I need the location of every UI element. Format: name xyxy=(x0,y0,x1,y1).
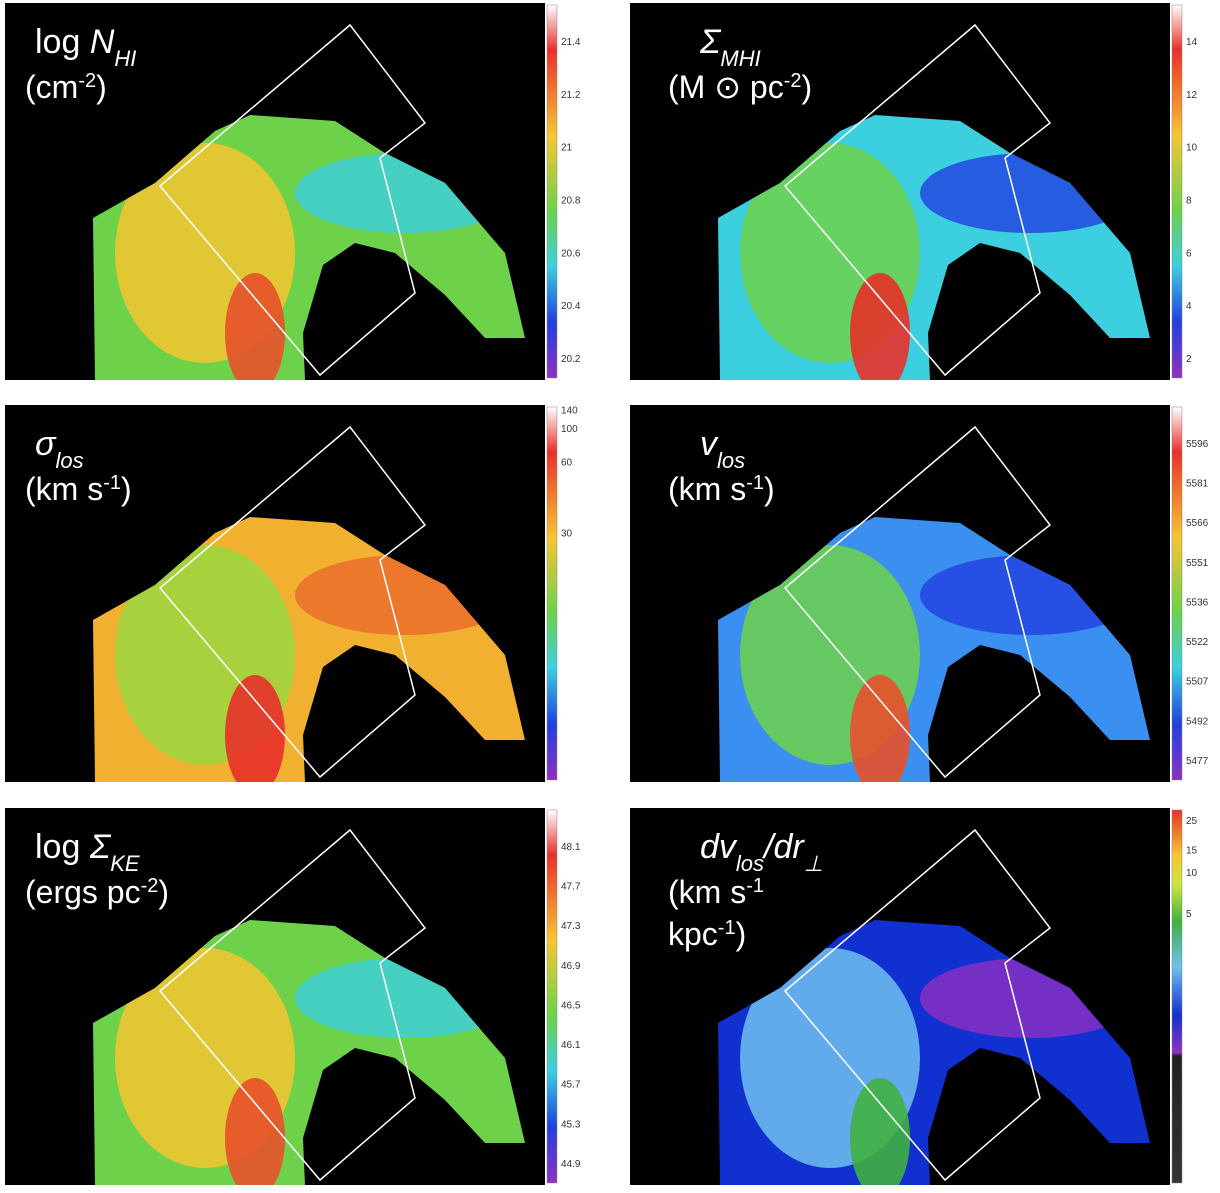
colorbar-tick-label: 5566 xyxy=(1186,518,1209,529)
map-region xyxy=(850,675,910,795)
unit-part: -1 xyxy=(718,917,736,939)
figure: 21.421.22120.820.620.420.2log NHI(cm-2)1… xyxy=(0,0,1220,1188)
colorbar-tick-label: 15 xyxy=(1186,846,1198,857)
colorbar-tick-label: 5492 xyxy=(1186,716,1209,727)
unit-part: ) xyxy=(802,69,813,105)
colorbar xyxy=(1172,5,1182,378)
unit-part: (km s xyxy=(668,471,746,507)
panel: 48.147.747.346.946.546.145.745.344.9log … xyxy=(5,808,581,1188)
map-region xyxy=(850,273,910,393)
colorbar-tick-label: 48.1 xyxy=(561,842,581,853)
unit-part: -2 xyxy=(784,70,802,92)
unit-part: ) xyxy=(121,471,132,507)
title-part: los xyxy=(736,851,764,876)
unit-part: -2 xyxy=(141,875,159,897)
title-part: los xyxy=(717,448,745,473)
colorbar-tick-label: 5581 xyxy=(1186,479,1209,490)
colorbar-tick-label: 25 xyxy=(1186,816,1198,827)
colorbar-tick-label: 10 xyxy=(1186,143,1198,154)
unit-part: -1 xyxy=(103,472,121,494)
colorbar-tick-label: 140 xyxy=(561,405,578,416)
colorbar-tick-label: 21.2 xyxy=(561,90,581,101)
colorbar-tick-label: 30 xyxy=(561,528,573,539)
colorbar-tick-label: 6 xyxy=(1186,248,1192,259)
colorbar-tick-label: 5551 xyxy=(1186,558,1209,569)
title-part: MHI xyxy=(720,46,760,71)
title-part: HI xyxy=(114,46,136,71)
title-part: /dr xyxy=(762,828,805,866)
unit-part: -2 xyxy=(78,70,96,92)
title-part: Σ xyxy=(699,23,722,61)
colorbar-tick-label: 12 xyxy=(1186,90,1198,101)
unit-part: (M ⊙ pc xyxy=(668,69,784,105)
colorbar-tick-label: 45.3 xyxy=(561,1119,581,1130)
unit-part: kpc xyxy=(668,916,718,952)
panel: 14 12 10 8 6 4 2 ΣMHI(M ⊙ pc-2) xyxy=(630,3,1198,393)
colorbar-tick-label: 46.5 xyxy=(561,1000,581,1011)
colorbar-tick-label: 5507 xyxy=(1186,677,1209,688)
colorbar-tick-label: 5596 xyxy=(1186,439,1209,450)
colorbar xyxy=(547,5,557,378)
colorbar-tick-label: 5536 xyxy=(1186,597,1209,608)
unit-part: ) xyxy=(764,471,775,507)
colorbar-tick-label: 2 xyxy=(1186,354,1192,365)
map-region xyxy=(225,675,285,795)
panel: 559655815566555155365522550754925477vlos… xyxy=(630,405,1209,795)
title-part: σ xyxy=(35,425,57,463)
map-region xyxy=(225,273,285,393)
colorbar-tick-label: 20.2 xyxy=(561,354,581,365)
unit-part: ) xyxy=(736,916,747,952)
panel: 140 100 60 30 σlos(km s-1) xyxy=(5,405,578,795)
colorbar-tick-label: 21 xyxy=(561,143,573,154)
unit-part: (km s xyxy=(25,471,103,507)
unit-part: ) xyxy=(96,69,107,105)
colorbar-tick-label: 60 xyxy=(561,458,573,469)
colorbar-tick-label: 20.6 xyxy=(561,248,581,259)
title-part: KE xyxy=(110,851,140,876)
colorbar-tick-label: 5522 xyxy=(1186,637,1209,648)
colorbar-tick-label: 5477 xyxy=(1186,756,1209,767)
unit-part: -1 xyxy=(746,472,764,494)
unit-part: ) xyxy=(158,874,169,910)
colorbar-tick-label: 45.7 xyxy=(561,1080,581,1091)
colorbar-tick-label: 44.9 xyxy=(561,1159,581,1170)
colorbar xyxy=(1172,810,1182,1183)
colorbar xyxy=(547,407,557,780)
colorbar-tick-label: 21.4 xyxy=(561,37,581,48)
colorbar xyxy=(1172,407,1182,780)
colorbar-tick-label: 47.7 xyxy=(561,882,581,893)
colorbar-tick-label: 46.1 xyxy=(561,1040,581,1051)
colorbar-tick-label: 14 xyxy=(1186,37,1198,48)
unit-part: (cm xyxy=(25,69,78,105)
unit-part: (ergs pc xyxy=(25,874,141,910)
colorbar xyxy=(547,810,557,1183)
title-part: log xyxy=(35,828,90,866)
unit-part: (km s xyxy=(668,874,746,910)
title-part: los xyxy=(56,448,84,473)
colorbar-tick-label: 8 xyxy=(1186,195,1192,206)
title-part: log xyxy=(35,23,90,61)
title-part: ⊥ xyxy=(804,851,823,876)
panel: 21.4 21.2 21 20.8 20.6 20.4 20.2 log NHI (cm-2) xyxy=(5,3,581,393)
colorbar-tick-label: 20.4 xyxy=(561,301,581,312)
colorbar-tick-label: 10 xyxy=(1186,868,1198,879)
colorbar-tick-label: 20.8 xyxy=(561,195,581,206)
title-part: dv xyxy=(700,828,738,866)
title-part: Σ xyxy=(89,828,112,866)
unit-part: -1 xyxy=(746,875,764,897)
colorbar-tick-label: 100 xyxy=(561,424,578,435)
colorbar-tick-label: 4 xyxy=(1186,301,1192,312)
title-part: N xyxy=(90,23,115,61)
colorbar-tick-label: 5 xyxy=(1186,909,1192,920)
colorbar-tick-label: 46.9 xyxy=(561,961,581,972)
colorbar-tick-label: 47.3 xyxy=(561,921,581,932)
